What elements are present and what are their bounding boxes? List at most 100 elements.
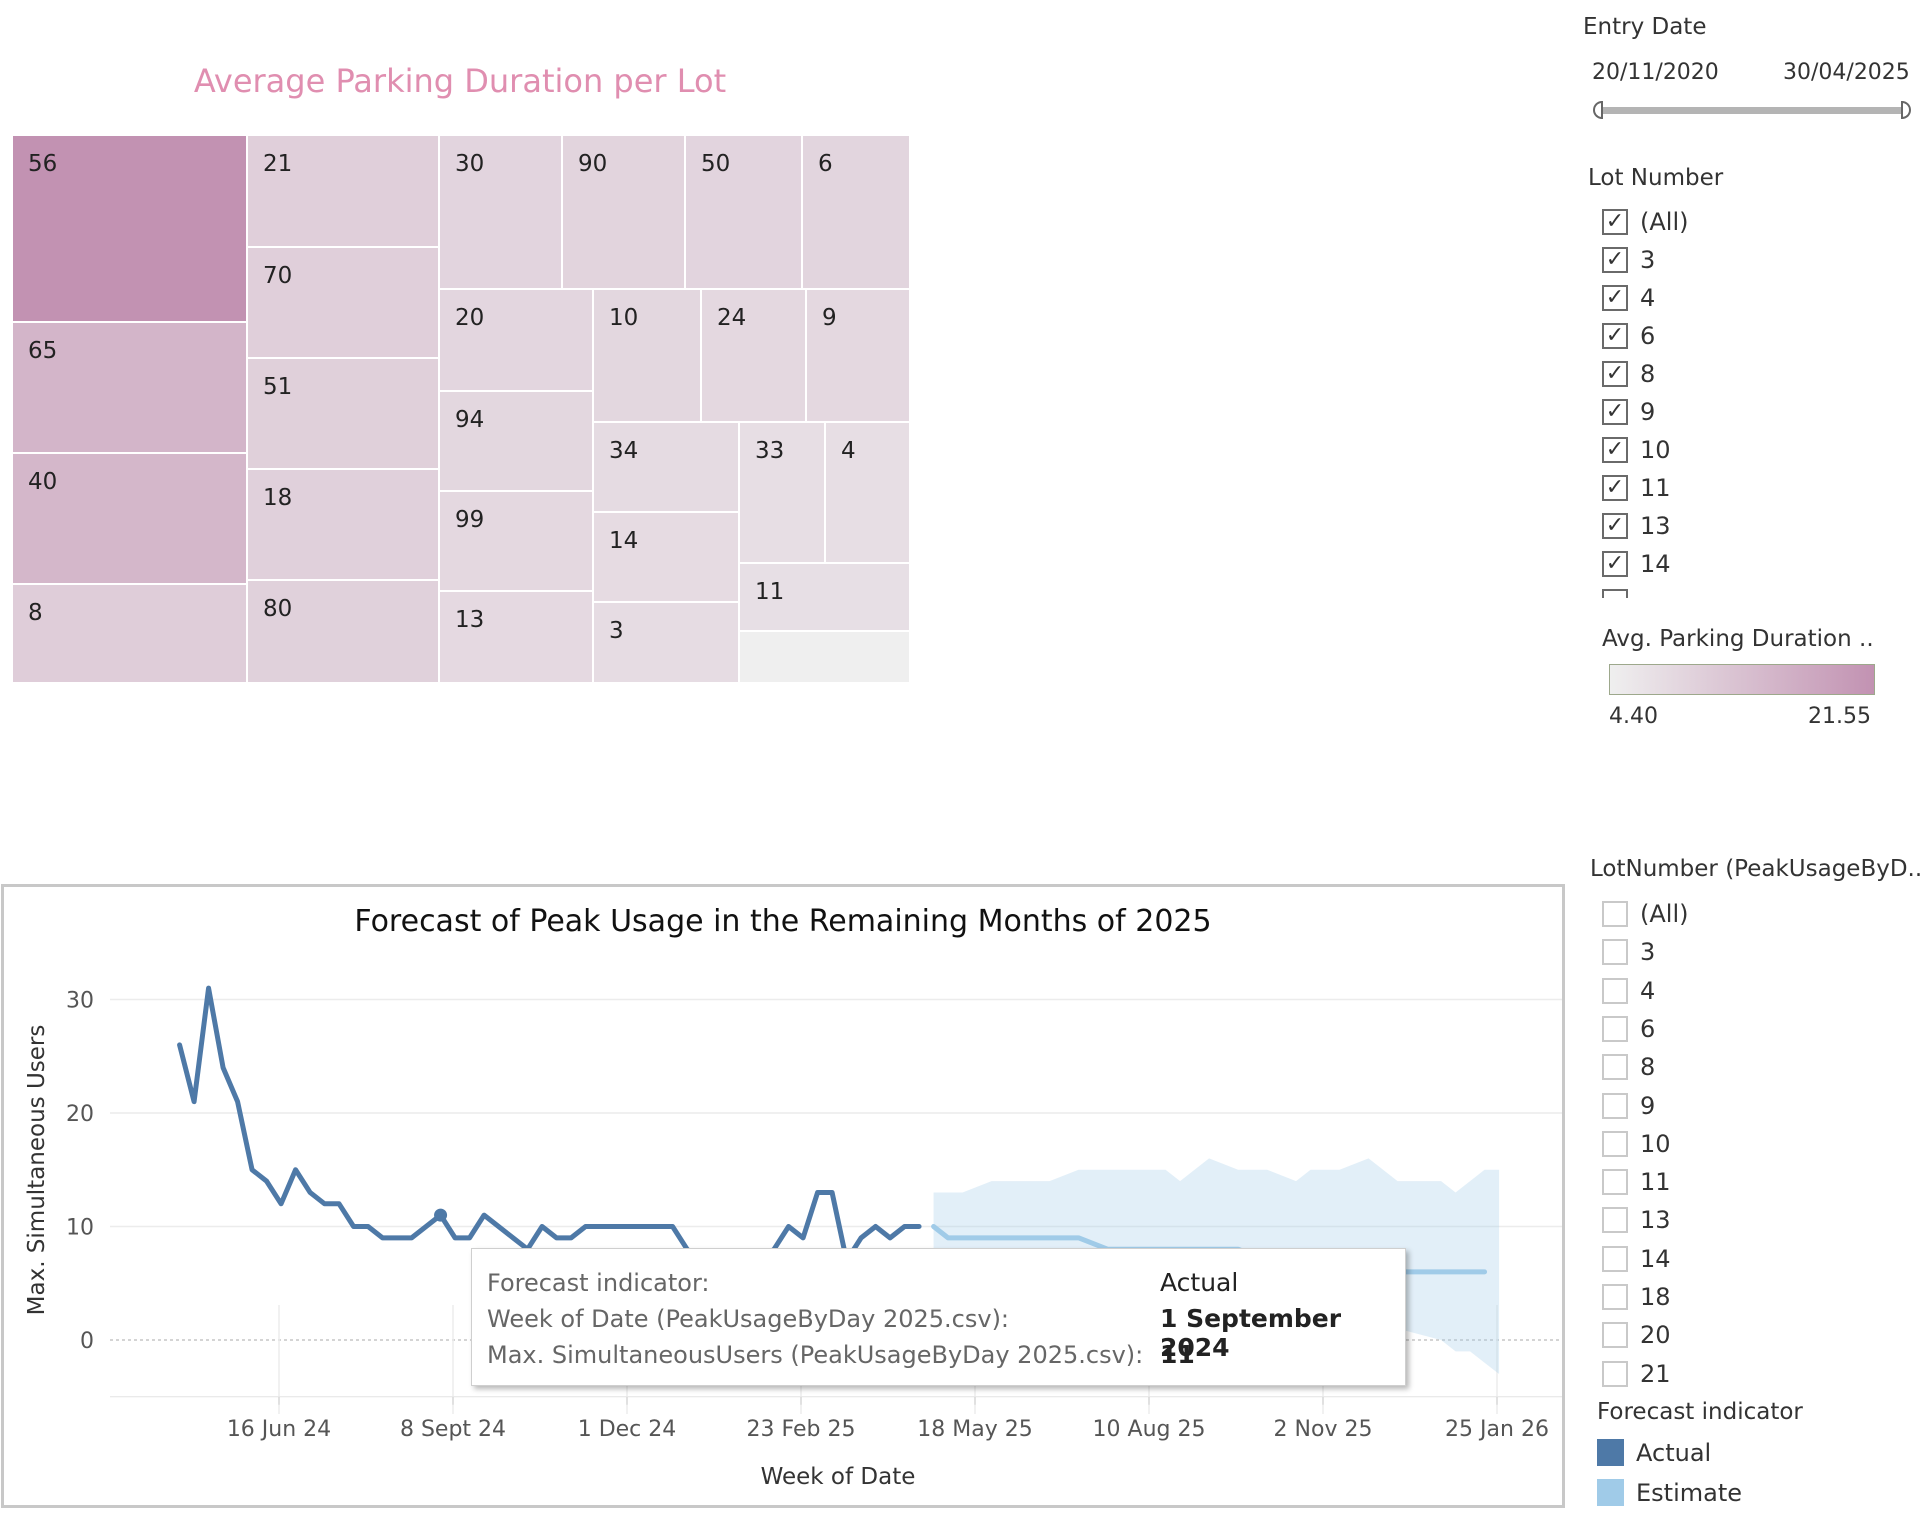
filter-option[interactable]: 4 [1602,972,1655,1010]
treemap-tile-label: 51 [263,374,293,400]
filter-option[interactable]: 20 [1602,1316,1671,1354]
filter-option-partial[interactable] [1602,583,1628,598]
filter-option[interactable]: 6 [1602,1010,1655,1048]
checkbox-unchecked-icon[interactable] [1602,1245,1628,1272]
checkbox-checked-icon[interactable]: ✓ [1602,361,1628,387]
filter-option[interactable]: ✓ 14 [1602,545,1671,583]
treemap-tile[interactable]: 13 [439,591,593,683]
checkbox-unchecked-icon[interactable] [1602,1130,1628,1157]
treemap-tile[interactable]: 33 [739,422,825,563]
treemap-tile[interactable]: 80 [247,580,439,683]
treemap-tile[interactable]: 65 [12,322,247,453]
tooltip-label-forecast: Forecast indicator: [487,1269,710,1297]
treemap-tile[interactable]: 90 [562,135,685,289]
filter-option[interactable]: (All) [1602,895,1688,933]
color-legend-max: 21.55 [1808,704,1871,729]
checkbox-unchecked-icon[interactable] [1602,1322,1628,1349]
checkbox-checked-icon[interactable]: ✓ [1602,551,1628,577]
filter-option-label: 14 [1640,1244,1671,1273]
checkbox-unchecked-icon[interactable] [1602,1284,1628,1310]
checkbox-checked-icon[interactable]: ✓ [1602,323,1628,349]
checkbox-unchecked-icon[interactable] [1602,1015,1628,1042]
filter-option[interactable]: 8 [1602,1048,1655,1086]
filter-option[interactable]: ✓ 13 [1602,507,1671,545]
treemap-tile[interactable]: 94 [439,391,593,491]
entry-date-slider[interactable] [1593,101,1911,119]
treemap-tile[interactable]: 6 [802,135,910,289]
filter-option[interactable]: 21 [1602,1355,1671,1393]
filter-option[interactable]: ✓ 11 [1602,469,1671,507]
treemap-tile[interactable]: 9 [806,289,910,422]
filter-option[interactable]: ✓ 6 [1602,317,1655,355]
legend-swatch-actual [1597,1439,1624,1466]
checkbox-checked-icon[interactable]: ✓ [1602,399,1628,425]
filter-option[interactable]: 10 [1602,1125,1671,1163]
filter-option[interactable]: 11 [1602,1163,1671,1201]
checkbox-unchecked-icon[interactable] [1602,901,1628,927]
treemap-tile[interactable]: 24 [701,289,806,422]
checkbox-unchecked-icon[interactable] [1602,1360,1628,1387]
filter-option[interactable]: ✓ 4 [1602,279,1655,317]
checkbox-checked-icon[interactable]: ✓ [1602,247,1628,273]
checkbox-unchecked-icon[interactable] [1602,1169,1628,1196]
treemap-tile[interactable]: 14 [593,512,739,602]
treemap-tile[interactable]: 8 [12,584,247,683]
filter-option[interactable]: ✓ 3 [1602,241,1655,279]
chart-title: Forecast of Peak Usage in the Remaining … [354,904,1212,939]
slider-start-handle[interactable] [1593,101,1603,119]
checkbox-unchecked-icon[interactable] [1602,1054,1628,1081]
treemap-tile[interactable]: 70 [247,247,439,358]
treemap-tile[interactable]: 21 [247,135,439,247]
treemap-tile[interactable]: 51 [247,358,439,469]
filter-option[interactable]: ✓ 9 [1602,393,1655,431]
treemap-tile[interactable]: 50 [685,135,802,289]
treemap-tile[interactable]: 10 [593,289,701,422]
treemap-tile[interactable]: 4 [825,422,910,563]
filter-option[interactable]: ✓ 8 [1602,355,1655,393]
filter-option-label: 3 [1640,938,1656,967]
filter-option-label: 13 [1640,1206,1671,1235]
filter-option-label: 13 [1640,512,1671,540]
treemap-tile-label: 3 [609,618,624,644]
checkbox-checked-icon[interactable]: ✓ [1602,513,1628,539]
checkbox-unchecked-icon[interactable] [1602,1207,1628,1234]
treemap-tile[interactable]: 11 [739,563,910,631]
checkbox-checked-icon[interactable]: ✓ [1602,437,1628,463]
checkbox-checked-icon[interactable]: ✓ [1602,209,1628,235]
treemap-tile[interactable]: 34 [593,422,739,512]
filter-option[interactable]: 9 [1602,1087,1655,1125]
checkbox-unchecked-icon[interactable] [1602,977,1628,1004]
checkbox-unchecked-icon[interactable] [1602,939,1628,966]
treemap-tile[interactable]: 40 [12,453,247,584]
filter-option[interactable]: ✓ (All) [1602,203,1688,241]
treemap-tile[interactable]: 99 [439,491,593,591]
checkbox-unchecked-icon[interactable] [1602,1092,1628,1119]
filter-option[interactable]: ✓ 10 [1602,431,1671,469]
treemap-tile[interactable]: 20 [439,289,593,391]
checkbox-checked-icon[interactable]: ✓ [1602,475,1628,501]
y-axis-title: Max. Simultaneous Users [24,1025,50,1316]
filter-option[interactable]: 18 [1602,1278,1671,1316]
entry-date-filter-title: Entry Date [1583,14,1707,40]
treemap-tile[interactable]: 3 [593,602,739,683]
highlighted-point [434,1208,448,1222]
checkbox-checked-icon[interactable] [1602,589,1628,598]
lot-number-list[interactable]: ✓ (All) ✓ 3 ✓ 4 ✓ 6 ✓ 8 ✓ 9 ✓ 10 ✓ 11 ✓ 13 ✓ 14 [0,203,1926,598]
treemap-tile[interactable]: 18 [247,469,439,580]
y-tick-label: 30 [66,989,94,1014]
treemap-tile-label: 99 [455,507,485,533]
treemap: 56 65 40 8 21 70 51 18 80 30 90 50 6 20 10 24 9 94 34 33 4 99… [12,135,910,683]
treemap-tile-label: 11 [755,579,785,605]
filter-option[interactable]: 13 [1602,1201,1671,1239]
filter-option[interactable]: 14 [1602,1240,1671,1278]
slider-end-handle[interactable] [1901,101,1911,119]
treemap-tile[interactable]: 30 [439,135,562,289]
treemap-tile[interactable] [739,631,910,683]
treemap-tile[interactable]: 56 [12,135,247,322]
filter-option[interactable]: 3 [1602,933,1655,971]
legend-swatch-estimate [1597,1479,1624,1506]
x-tick-label: 23 Feb 25 [747,1417,856,1442]
treemap-tile-label: 21 [263,151,293,177]
checkbox-checked-icon[interactable]: ✓ [1602,285,1628,311]
